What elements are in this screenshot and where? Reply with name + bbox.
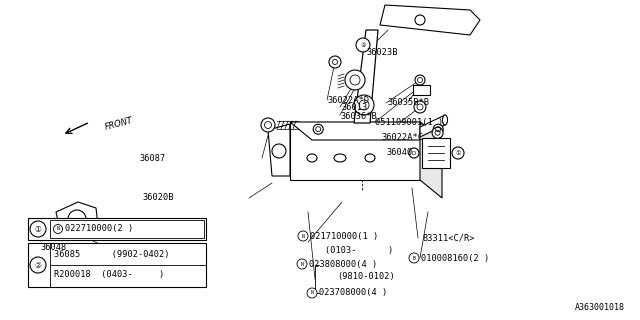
Text: ①: ① — [455, 150, 461, 156]
Circle shape — [30, 257, 46, 273]
Text: B: B — [413, 255, 415, 260]
Circle shape — [432, 127, 443, 138]
Circle shape — [307, 288, 317, 298]
Circle shape — [415, 75, 425, 85]
Bar — [28, 243, 206, 287]
Polygon shape — [413, 85, 430, 95]
Circle shape — [414, 101, 426, 113]
Bar — [50, 220, 204, 238]
Circle shape — [298, 231, 308, 241]
Circle shape — [329, 56, 341, 68]
Text: ①: ① — [35, 225, 42, 234]
Ellipse shape — [442, 115, 447, 125]
Text: 36023B: 36023B — [366, 47, 397, 57]
Circle shape — [409, 253, 419, 263]
Text: 36048: 36048 — [40, 244, 67, 252]
Text: 36040: 36040 — [386, 148, 412, 156]
Circle shape — [433, 124, 444, 134]
Polygon shape — [56, 202, 98, 236]
Text: 051109001(1 ): 051109001(1 ) — [375, 117, 444, 126]
Text: 010008160(2 ): 010008160(2 ) — [421, 253, 489, 262]
Circle shape — [345, 70, 365, 90]
Circle shape — [356, 38, 370, 52]
Circle shape — [313, 124, 323, 134]
Text: R200018  (0403-     ): R200018 (0403- ) — [54, 270, 164, 279]
Text: 36087: 36087 — [139, 154, 165, 163]
Circle shape — [30, 221, 46, 237]
Polygon shape — [420, 115, 445, 137]
Text: 36085      (9902-0402): 36085 (9902-0402) — [54, 251, 170, 260]
Polygon shape — [290, 122, 420, 180]
Bar — [422, 138, 450, 168]
Text: 021710000(1 ): 021710000(1 ) — [310, 231, 378, 241]
Polygon shape — [268, 124, 290, 176]
Polygon shape — [420, 122, 442, 198]
Circle shape — [297, 259, 307, 269]
Text: 83311<C/R>: 83311<C/R> — [422, 234, 474, 243]
Text: (0103-      ): (0103- ) — [325, 245, 393, 254]
Text: N: N — [301, 234, 305, 238]
Text: N: N — [301, 261, 303, 267]
Text: A363001018: A363001018 — [575, 303, 625, 312]
Circle shape — [261, 118, 275, 132]
Bar — [28, 218, 206, 240]
Text: FRONT: FRONT — [104, 116, 134, 132]
Text: N: N — [56, 227, 60, 231]
Polygon shape — [380, 5, 480, 35]
Text: 36022A*D: 36022A*D — [327, 95, 369, 105]
Circle shape — [54, 225, 63, 234]
Text: N: N — [310, 291, 314, 295]
Circle shape — [409, 148, 419, 158]
Text: ②: ② — [35, 260, 42, 269]
Text: 023708000(4 ): 023708000(4 ) — [319, 289, 387, 298]
Text: ②: ② — [360, 43, 366, 47]
Text: 36020B: 36020B — [142, 194, 173, 203]
Text: 36013: 36013 — [341, 102, 367, 111]
Circle shape — [452, 147, 464, 159]
Text: 023808000(4 ): 023808000(4 ) — [309, 260, 377, 268]
Polygon shape — [354, 30, 378, 123]
Polygon shape — [290, 122, 442, 140]
Text: (9810-0102): (9810-0102) — [337, 271, 395, 281]
Text: 36022A*C: 36022A*C — [381, 132, 423, 141]
Circle shape — [354, 95, 374, 115]
Text: D: D — [412, 150, 416, 156]
Text: 022710000(2 ): 022710000(2 ) — [65, 225, 133, 234]
Text: 36036*B: 36036*B — [340, 111, 377, 121]
Text: 36035B*B: 36035B*B — [387, 98, 429, 107]
